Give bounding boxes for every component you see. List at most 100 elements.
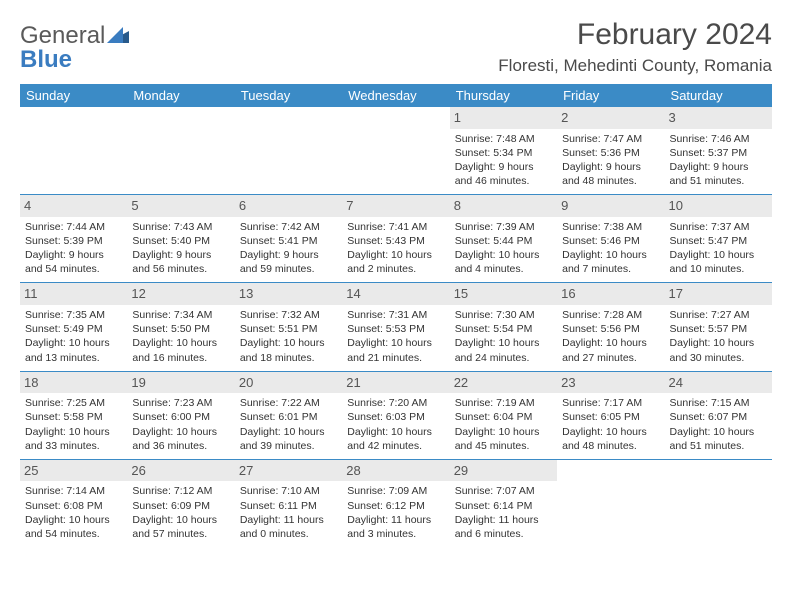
title-block: February 2024 Floresti, Mehedinti County…: [498, 18, 772, 76]
sunrise-text: Sunrise: 7:42 AM: [240, 220, 337, 234]
calendar-cell: 7 Sunrise: 7:41 AMSunset: 5:43 PMDaylight…: [342, 195, 449, 283]
calendar-week-row: 25Sunrise: 7:14 AMSunset: 6:08 PMDayligh…: [20, 459, 772, 547]
daylight-text-2: and 39 minutes.: [240, 439, 337, 453]
day-number: 1: [450, 107, 557, 129]
day-number: 14: [342, 283, 449, 305]
daylight-text-1: Daylight: 11 hours: [240, 513, 337, 527]
daylight-text-2: and 59 minutes.: [240, 262, 337, 276]
daylight-text-2: and 51 minutes.: [670, 439, 767, 453]
daylight-text-1: Daylight: 10 hours: [347, 248, 444, 262]
sunset-text: Sunset: 5:43 PM: [347, 234, 444, 248]
day-number: 5: [127, 195, 234, 217]
sunset-text: Sunset: 5:46 PM: [562, 234, 659, 248]
daylight-text-2: and 2 minutes.: [347, 262, 444, 276]
calendar-cell: 18Sunrise: 7:25 AMSunset: 5:58 PMDayligh…: [20, 371, 127, 459]
day-header: Thursday: [450, 84, 557, 107]
daylight-text-1: Daylight: 10 hours: [132, 336, 229, 350]
calendar-cell: 16Sunrise: 7:28 AMSunset: 5:56 PMDayligh…: [557, 283, 664, 371]
daylight-text-1: Daylight: 10 hours: [670, 425, 767, 439]
daylight-text-2: and 54 minutes.: [25, 262, 122, 276]
sunset-text: Sunset: 5:51 PM: [240, 322, 337, 336]
day-number: 20: [235, 372, 342, 394]
calendar-week-row: 1Sunrise: 7:48 AMSunset: 5:34 PMDaylight…: [20, 107, 772, 195]
day-number: 19: [127, 372, 234, 394]
sunset-text: Sunset: 5:57 PM: [670, 322, 767, 336]
daylight-text-2: and 48 minutes.: [562, 439, 659, 453]
sunrise-text: Sunrise: 7:39 AM: [455, 220, 552, 234]
day-number: 21: [342, 372, 449, 394]
day-number: 9: [557, 195, 664, 217]
brand-part2: Blue: [20, 46, 72, 73]
day-number: 7: [342, 195, 449, 217]
day-number: 22: [450, 372, 557, 394]
calendar-cell: 25Sunrise: 7:14 AMSunset: 6:08 PMDayligh…: [20, 459, 127, 547]
daylight-text-2: and 54 minutes.: [25, 527, 122, 541]
day-number: 16: [557, 283, 664, 305]
sunset-text: Sunset: 5:47 PM: [670, 234, 767, 248]
daylight-text-1: Daylight: 9 hours: [240, 248, 337, 262]
calendar-cell: 3Sunrise: 7:46 AMSunset: 5:37 PMDaylight…: [665, 107, 772, 195]
sunset-text: Sunset: 5:58 PM: [25, 410, 122, 424]
sunset-text: Sunset: 6:07 PM: [670, 410, 767, 424]
day-header: Tuesday: [235, 84, 342, 107]
day-number: 10: [665, 195, 772, 217]
day-number: 12: [127, 283, 234, 305]
calendar-cell-empty: [235, 107, 342, 195]
sunset-text: Sunset: 5:50 PM: [132, 322, 229, 336]
day-number: 28: [342, 460, 449, 482]
daylight-text-2: and 48 minutes.: [562, 174, 659, 188]
calendar-week-row: 11Sunrise: 7:35 AMSunset: 5:49 PMDayligh…: [20, 283, 772, 371]
sunrise-text: Sunrise: 7:27 AM: [670, 308, 767, 322]
month-title: February 2024: [498, 18, 772, 52]
day-number: 18: [20, 372, 127, 394]
daylight-text-1: Daylight: 10 hours: [562, 336, 659, 350]
day-number: 17: [665, 283, 772, 305]
daylight-text-2: and 7 minutes.: [562, 262, 659, 276]
daylight-text-1: Daylight: 9 hours: [455, 160, 552, 174]
day-number: 4: [20, 195, 127, 217]
sunrise-text: Sunrise: 7:25 AM: [25, 396, 122, 410]
day-number: 24: [665, 372, 772, 394]
daylight-text-1: Daylight: 10 hours: [132, 513, 229, 527]
calendar-cell: 27Sunrise: 7:10 AMSunset: 6:11 PMDayligh…: [235, 459, 342, 547]
sunset-text: Sunset: 6:05 PM: [562, 410, 659, 424]
sunrise-text: Sunrise: 7:20 AM: [347, 396, 444, 410]
daylight-text-1: Daylight: 9 hours: [25, 248, 122, 262]
daylight-text-1: Daylight: 10 hours: [562, 248, 659, 262]
daylight-text-2: and 56 minutes.: [132, 262, 229, 276]
daylight-text-1: Daylight: 10 hours: [25, 336, 122, 350]
calendar-cell: 29Sunrise: 7:07 AMSunset: 6:14 PMDayligh…: [450, 459, 557, 547]
sunset-text: Sunset: 5:54 PM: [455, 322, 552, 336]
daylight-text-1: Daylight: 10 hours: [455, 425, 552, 439]
day-header: Friday: [557, 84, 664, 107]
day-number: 23: [557, 372, 664, 394]
calendar-cell-empty: [665, 459, 772, 547]
brand-logo: General Blue: [20, 18, 129, 72]
daylight-text-2: and 27 minutes.: [562, 351, 659, 365]
sunrise-text: Sunrise: 7:41 AM: [347, 220, 444, 234]
daylight-text-2: and 6 minutes.: [455, 527, 552, 541]
sunrise-text: Sunrise: 7:37 AM: [670, 220, 767, 234]
sunrise-text: Sunrise: 7:34 AM: [132, 308, 229, 322]
sunrise-text: Sunrise: 7:44 AM: [25, 220, 122, 234]
daylight-text-2: and 45 minutes.: [455, 439, 552, 453]
calendar-cell: 21Sunrise: 7:20 AMSunset: 6:03 PMDayligh…: [342, 371, 449, 459]
sunrise-text: Sunrise: 7:47 AM: [562, 132, 659, 146]
day-number: 2: [557, 107, 664, 129]
calendar-cell: 11Sunrise: 7:35 AMSunset: 5:49 PMDayligh…: [20, 283, 127, 371]
day-number: 26: [127, 460, 234, 482]
sunrise-text: Sunrise: 7:15 AM: [670, 396, 767, 410]
sunset-text: Sunset: 6:04 PM: [455, 410, 552, 424]
location-text: Floresti, Mehedinti County, Romania: [498, 56, 772, 76]
daylight-text-2: and 0 minutes.: [240, 527, 337, 541]
calendar-cell: 15Sunrise: 7:30 AMSunset: 5:54 PMDayligh…: [450, 283, 557, 371]
calendar-cell: 13Sunrise: 7:32 AMSunset: 5:51 PMDayligh…: [235, 283, 342, 371]
daylight-text-2: and 57 minutes.: [132, 527, 229, 541]
calendar-week-row: 4Sunrise: 7:44 AMSunset: 5:39 PMDaylight…: [20, 195, 772, 283]
calendar-cell: 5Sunrise: 7:43 AMSunset: 5:40 PMDaylight…: [127, 195, 234, 283]
calendar-cell: 2Sunrise: 7:47 AMSunset: 5:36 PMDaylight…: [557, 107, 664, 195]
sunset-text: Sunset: 6:09 PM: [132, 499, 229, 513]
sunset-text: Sunset: 6:03 PM: [347, 410, 444, 424]
sunset-text: Sunset: 5:56 PM: [562, 322, 659, 336]
calendar-cell: 10Sunrise: 7:37 AMSunset: 5:47 PMDayligh…: [665, 195, 772, 283]
